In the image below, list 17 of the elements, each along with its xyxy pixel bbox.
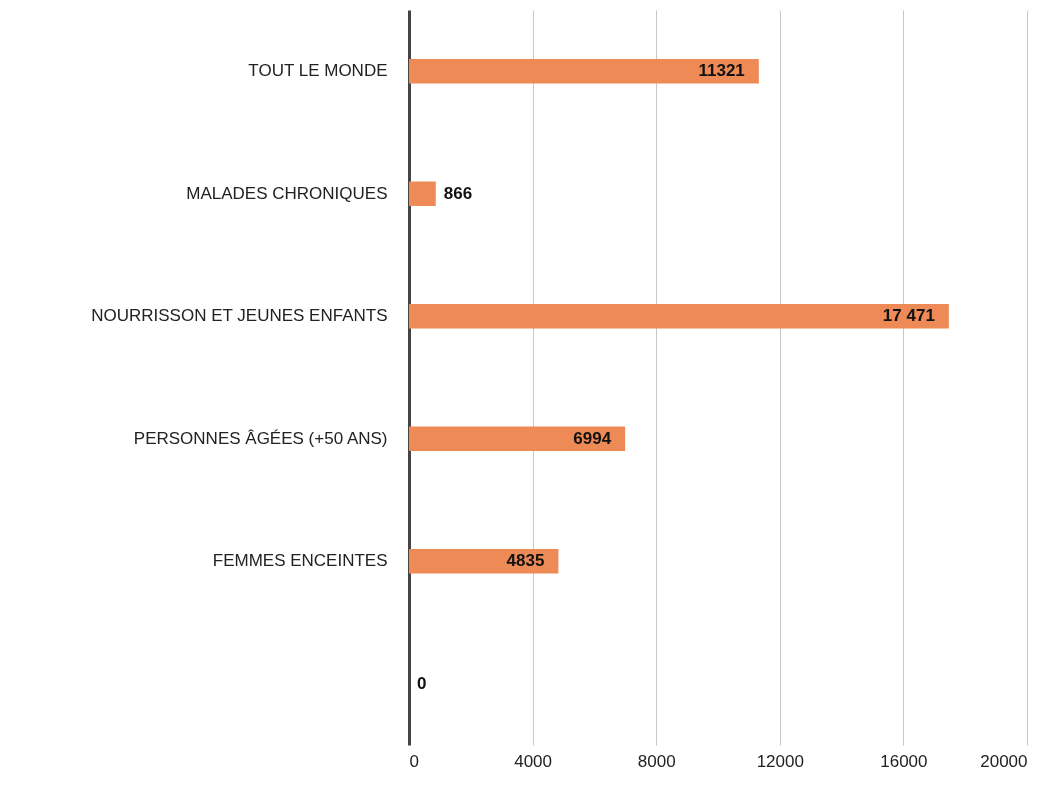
y-tick-label: FEMMES ENCEINTES — [212, 551, 388, 571]
data-label: 4835 — [506, 551, 545, 571]
x-tick-label: 20000 — [980, 751, 1028, 771]
data-label: 866 — [443, 183, 473, 203]
y-tick-label: PERSONNES ÂGÉES (+50 ANS) — [133, 428, 388, 448]
x-tick-label: 4000 — [514, 751, 553, 771]
x-tick-label: 16000 — [880, 751, 928, 771]
data-label: 11321 — [698, 61, 745, 81]
x-tick-label: 0 — [409, 751, 419, 771]
x-tick-label: 8000 — [637, 751, 676, 771]
y-tick-label: NOURRISSON ET JEUNES ENFANTS — [91, 306, 388, 326]
y-tick-label: TOUT LE MONDE — [248, 61, 388, 81]
data-label: 17 471 — [882, 306, 935, 326]
x-tick-label: 12000 — [756, 751, 804, 771]
data-label: 6994 — [573, 428, 612, 448]
y-tick-label: MALADES CHRONIQUES — [186, 183, 388, 203]
data-label: 0 — [417, 673, 427, 693]
